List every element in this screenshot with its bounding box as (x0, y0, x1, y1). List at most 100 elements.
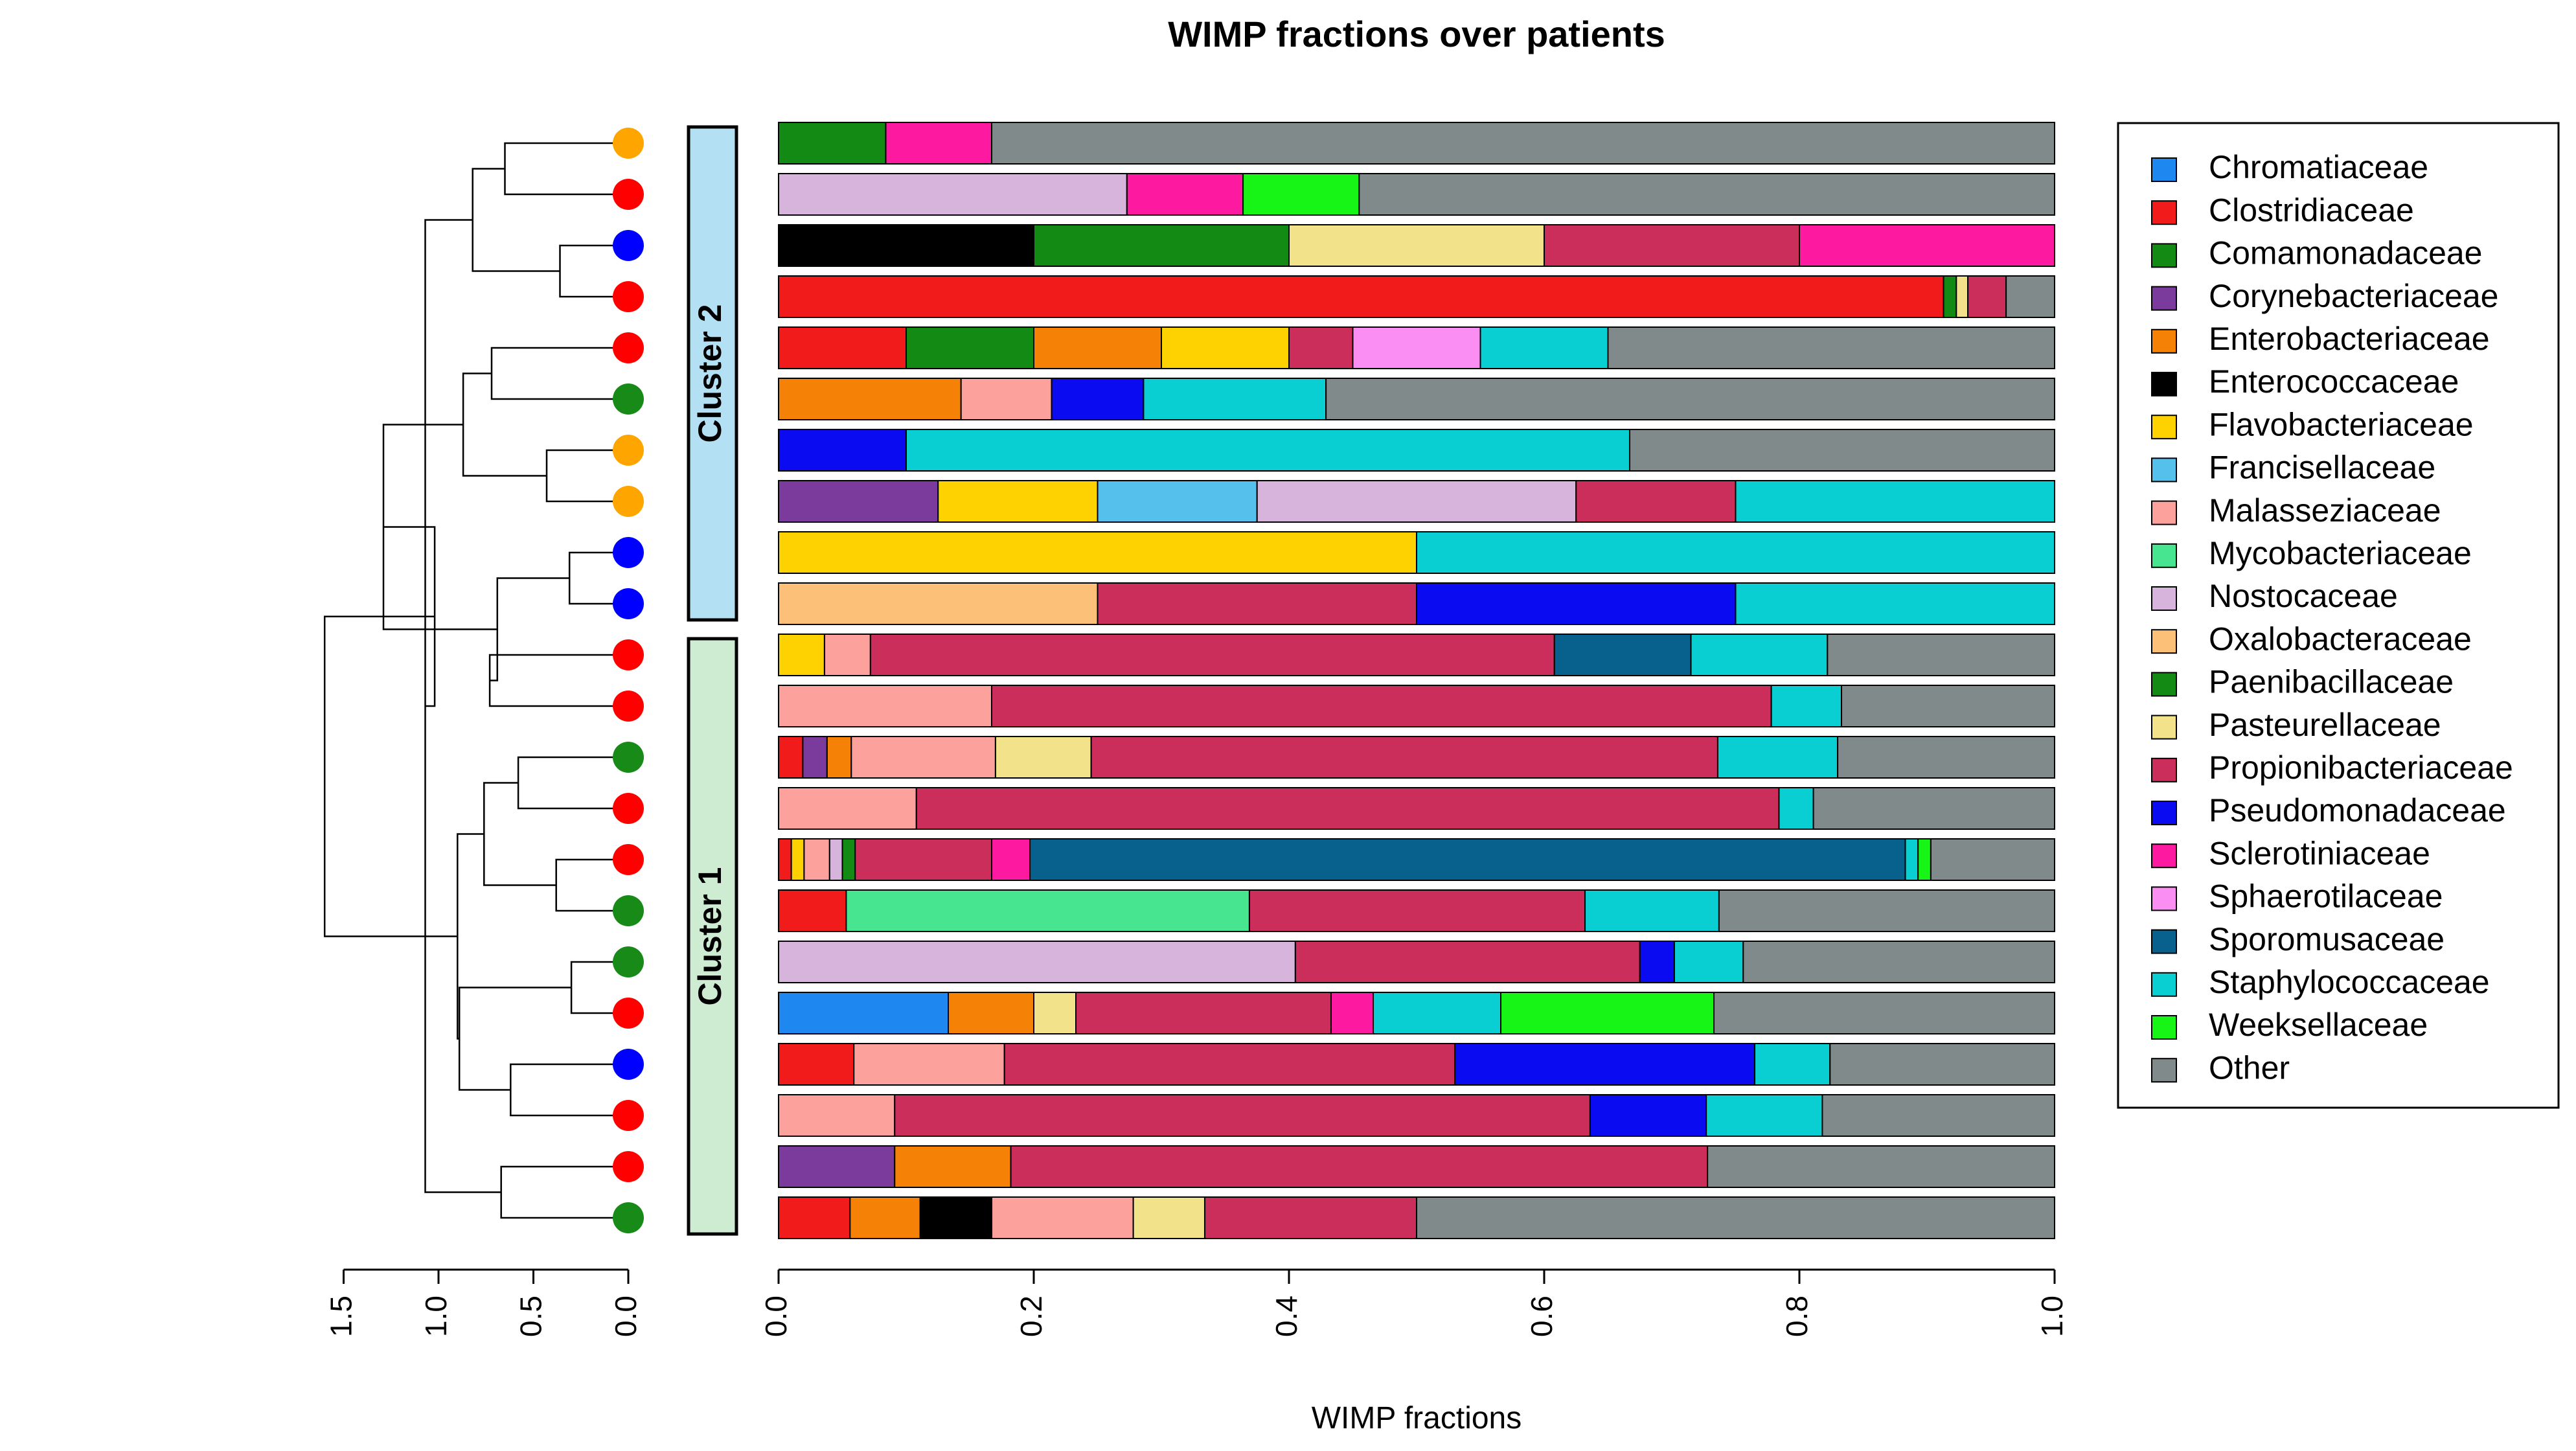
legend-label-propionibacteriaceae: Propionibacteriaceae (2209, 749, 2513, 786)
bar-segment-15-flavobacteriaceae (790, 838, 805, 881)
bar-segment-6-other (1325, 378, 2055, 420)
dendrogram (323, 142, 628, 1219)
bar-segment-13-pasteurellaceae (994, 736, 1092, 779)
bar-segment-6-pseudomonadaceae (1051, 378, 1145, 420)
patient-dot-10 (613, 588, 644, 619)
bar-segment-8-flavobacteriaceae (937, 480, 1099, 523)
bar-segment-15-staphylococcaceae (1904, 838, 1919, 881)
legend-swatch-pasteurellaceae (2151, 714, 2177, 740)
patient-dot-12 (613, 691, 644, 722)
dendrogram-link-11 (500, 1165, 628, 1219)
dendrogram-axis: 1.5 1.0 0.5 0.0 (325, 1268, 643, 1337)
x-tick-label-1: 0.2 (1014, 1296, 1048, 1337)
bar-segment-13-clostridiaceae (778, 736, 804, 779)
patient-dot-4 (613, 281, 644, 312)
bar-segment-22-other (1416, 1196, 2055, 1239)
patient-dot-19 (613, 1049, 644, 1080)
legend-label-sphaerotilaceae: Sphaerotilaceae (2209, 878, 2443, 915)
cluster-labels: Cluster 2 Cluster 1 (687, 125, 738, 1236)
legend-label-sclerotiniaceae: Sclerotiniaceae (2209, 835, 2430, 871)
patient-dot-2 (613, 179, 644, 210)
bar-segment-5-flavobacteriaceae (1161, 326, 1290, 369)
bar-segment-21-enterobacteriaceae (894, 1145, 1012, 1188)
x-tick-label-4: 0.8 (1780, 1296, 1814, 1337)
dendrogram-link-3 (490, 347, 628, 400)
legend-swatch-sporomusaceae (2151, 929, 2177, 954)
bar-segment-11-flavobacteriaceae (778, 634, 825, 676)
bar-segment-6-enterobacteriaceae (778, 378, 962, 420)
legend-swatch-propionibacteriaceae (2151, 757, 2177, 783)
bar-segment-14-malasseziaceae (778, 787, 917, 830)
legend-label-enterobacteriaceae: Enterobacteriaceae (2209, 321, 2490, 357)
dendrogram-link-19 (457, 833, 484, 1040)
patient-dot-1 (613, 128, 644, 159)
patient-dot-18 (613, 998, 644, 1029)
dendrogram-tick-label-0: 1.5 (325, 1296, 358, 1337)
bar-segment-18-pasteurellaceae (1033, 992, 1077, 1034)
legend: Chromatiaceae Clostridiaceae Comamonadacea… (2117, 122, 2560, 1109)
legend-swatch-other (2151, 1058, 2177, 1083)
legend-swatch-oxalobacteraceae (2151, 629, 2177, 654)
bar-segment-15-malasseziaceae (803, 838, 830, 881)
legend-label-clostridiaceae: Clostridiaceae (2209, 192, 2414, 228)
bar-segment-21-propionibacteriaceae (1010, 1145, 1709, 1188)
bar-segment-11-propionibacteriaceae (869, 634, 1555, 676)
bar-segment-15-weeksellaceae (1917, 838, 1932, 881)
bar-segment-18-other (1713, 992, 2055, 1034)
bar-segment-16-staphylococcaceae (1584, 889, 1720, 932)
patient-dot-5 (613, 332, 644, 363)
legend-label-flavobacteriaceae: Flavobacteriaceae (2209, 406, 2474, 442)
patient-dot-15 (613, 844, 644, 875)
bar-segment-3-pasteurellaceae (1288, 224, 1545, 267)
bar-segment-1-sclerotiniaceae (885, 122, 992, 165)
patient-dot-17 (613, 946, 644, 977)
bar-segment-17-other (1742, 941, 2056, 983)
x-tick-label-5: 1.0 (2035, 1296, 2069, 1337)
bar-segment-10-oxalobacteraceae (778, 582, 1099, 625)
bar-segment-20-pseudomonadaceae (1589, 1094, 1707, 1137)
patient-dot-6 (613, 383, 644, 415)
legend-swatch-weeksellaceae (2151, 1015, 2177, 1040)
bar-segment-13-enterobacteriaceae (826, 736, 852, 779)
bar-segment-19-clostridiaceae (778, 1043, 855, 1086)
bar-segment-14-propionibacteriaceae (915, 787, 1780, 830)
bar-segment-5-staphylococcaceae (1479, 326, 1609, 369)
cluster-label-1: Cluster 2 (692, 304, 728, 443)
bar-segment-5-paenibacillaceae (906, 326, 1034, 369)
legend-label-mycobacteriaceae: Mycobacteriaceae (2209, 535, 2472, 571)
bar-segment-18-weeksellaceae (1500, 992, 1715, 1034)
bar-segment-7-staphylococcaceae (906, 429, 1630, 472)
legend-label-oxalobacteraceae: Oxalobacteraceae (2209, 621, 2472, 657)
patient-dot-16 (613, 895, 644, 926)
bar-segment-17-staphylococcaceae (1673, 941, 1744, 983)
x-tick-label-2: 0.4 (1270, 1296, 1303, 1337)
dendrogram-link-7 (517, 756, 628, 810)
legend-swatch-comamonadaceae (2151, 243, 2177, 268)
bar-segment-15-nostocaceae (828, 838, 843, 881)
dendrogram-tick-label-2: 0.5 (514, 1296, 548, 1337)
bar-segment-21-corynebacteriaceae (778, 1145, 896, 1188)
dendrogram-link-13 (462, 372, 547, 477)
legend-swatch-pseudomonadaceae (2151, 801, 2177, 825)
bar-segment-10-pseudomonadaceae (1416, 582, 1737, 625)
chart-title: WIMP fractions over patients (1168, 14, 1665, 54)
legend-swatch-corynebacteriaceae (2151, 286, 2177, 311)
legend-swatch-nostocaceae (2151, 586, 2177, 611)
legend-swatch-sphaerotilaceae (2151, 886, 2177, 911)
bar-segment-22-pasteurellaceae (1132, 1196, 1205, 1239)
legend-swatch-flavobacteriaceae (2151, 415, 2177, 440)
bar-segment-10-propionibacteriaceae (1097, 582, 1417, 625)
legend-swatch-francisellaceae (2151, 457, 2177, 483)
legend-box (2117, 122, 2560, 1109)
patient-dots (613, 128, 644, 1233)
bar-segment-17-pseudomonadaceae (1639, 941, 1675, 983)
x-axis-title: WIMP fractions (1312, 1401, 1522, 1435)
dendrogram-tick-label-1: 1.0 (419, 1296, 453, 1337)
bar-segment-16-other (1718, 889, 2055, 932)
patient-dot-13 (613, 742, 644, 773)
bar-segment-5-enterobacteriaceae (1033, 326, 1162, 369)
bar-segment-5-propionibacteriaceae (1288, 326, 1354, 369)
bar-segment-12-malasseziaceae (778, 685, 992, 727)
x-tick-label-3: 0.6 (1525, 1296, 1558, 1337)
